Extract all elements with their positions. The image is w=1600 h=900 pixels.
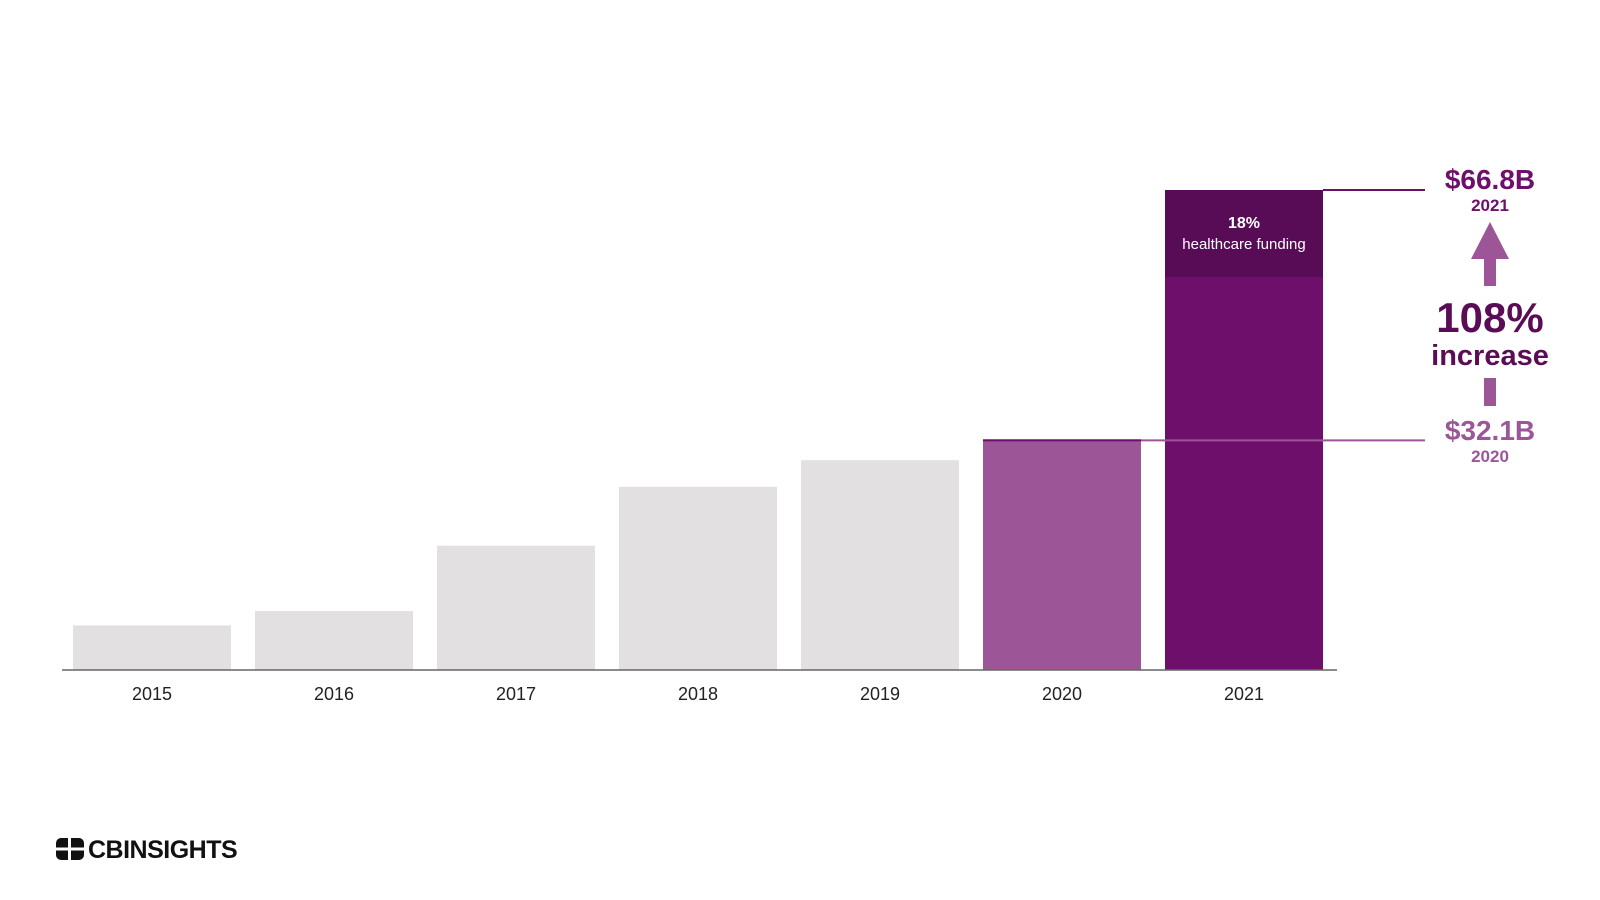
increase-label: increase [1431,340,1549,372]
increase-percent: 108% [1436,294,1543,341]
cb-logo-icon [56,838,84,860]
top-callout-year: 2021 [1471,196,1509,215]
bar-2020 [983,439,1141,670]
cb-insights-logo: CBINSIGHTS [56,836,238,864]
segment-percent-label: 18% [1228,215,1260,232]
bar-2019 [801,460,959,670]
bar-2020-top-edge [983,439,1141,442]
x-tick-2020: 2020 [1042,684,1082,704]
bar-2018 [619,486,777,670]
bar-2021-segment [1165,190,1323,277]
bottom-callout-year: 2020 [1471,447,1509,466]
x-tick-labels: 2015 2016 2017 2018 2019 2020 2021 [132,684,1264,704]
top-callout-value: $66.8B [1445,164,1535,195]
up-arrow-icon [1471,222,1509,286]
x-tick-2019: 2019 [860,684,900,704]
bar-2016 [255,611,413,670]
segment-label: healthcare funding [1182,236,1305,253]
bar-2017 [437,545,595,670]
x-tick-2016: 2016 [314,684,354,704]
bars-group [73,190,1323,670]
x-tick-2015: 2015 [132,684,172,704]
x-tick-2018: 2018 [678,684,718,704]
x-tick-2017: 2017 [496,684,536,704]
arrow-stem-lower [1484,378,1496,406]
bottom-callout-value: $32.1B [1445,415,1535,446]
logo-text: CBINSIGHTS [88,836,237,864]
bar-2015 [73,625,231,670]
x-tick-2021: 2021 [1224,684,1264,704]
